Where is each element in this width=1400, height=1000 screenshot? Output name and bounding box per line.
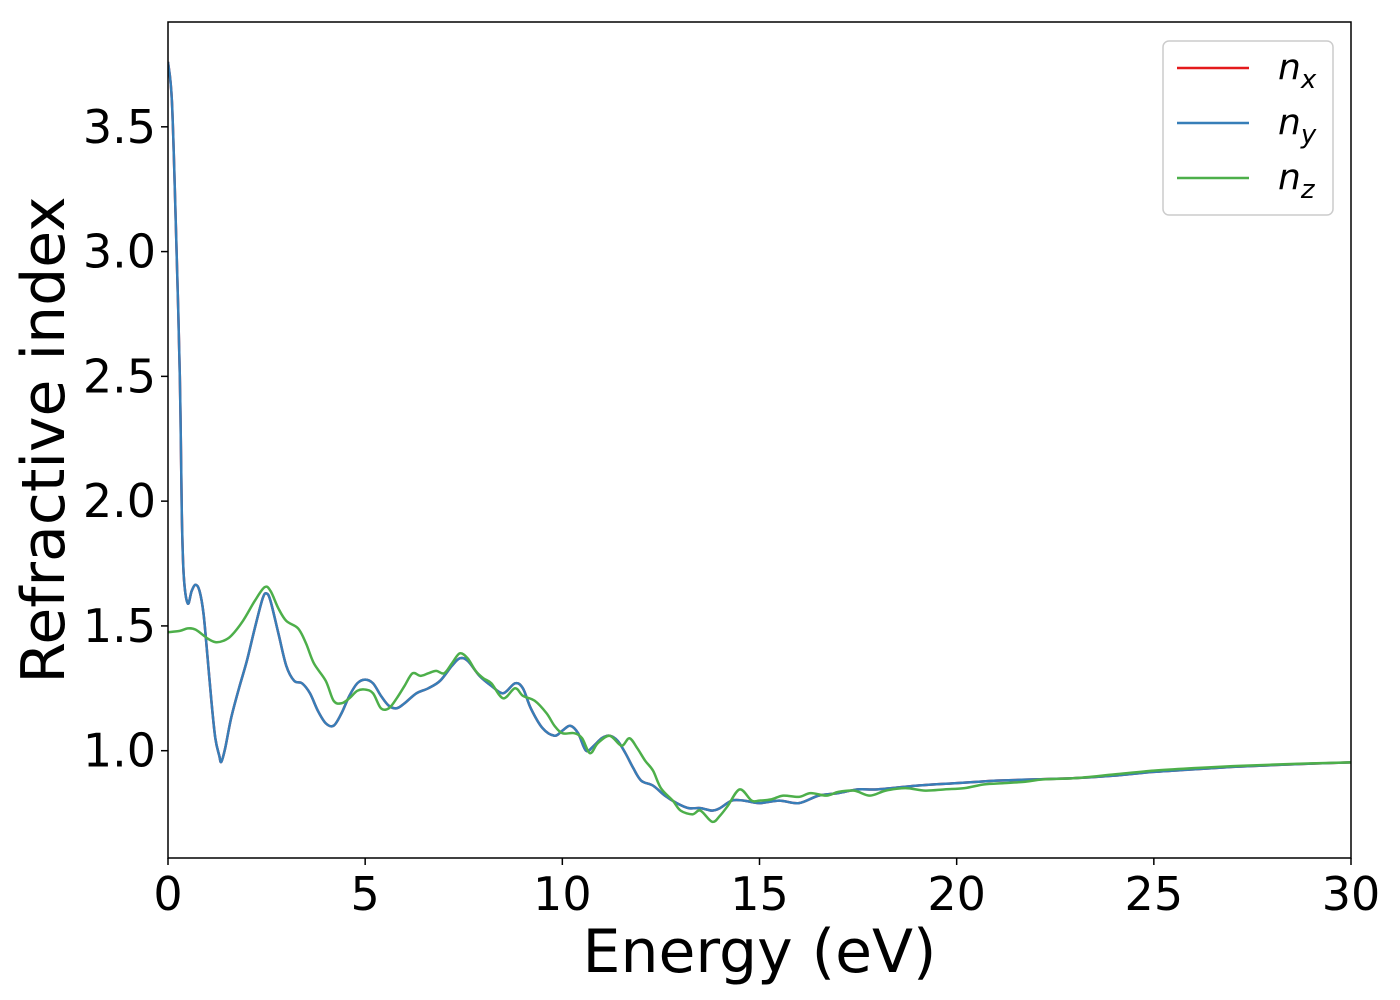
y-tick-label: 2.0 (83, 474, 156, 528)
x-tick-label: 25 (1125, 867, 1184, 921)
legend-label-nz: nz (1278, 157, 1316, 205)
x-axis-ticks: 0 5 10 15 20 25 30 (153, 858, 1380, 921)
y-tick-label: 3.5 (83, 100, 156, 154)
legend-label-ny: ny (1278, 102, 1317, 150)
y-tick-label: 1.5 (83, 599, 156, 653)
legend-label-subscript: y (1300, 120, 1317, 150)
y-axis-ticks: 1.0 1.5 2.0 2.5 3.0 3.5 (83, 100, 168, 778)
series-line-nz (168, 585, 1351, 824)
legend-label-subscript: x (1300, 65, 1317, 95)
legend-label-subscript: z (1300, 175, 1316, 205)
legend-label-nx: nx (1278, 47, 1317, 95)
y-axis-label: Refractive index (9, 196, 79, 683)
x-tick-label: 10 (533, 867, 592, 921)
x-tick-label: 5 (351, 867, 380, 921)
legend-label-base: n (1278, 157, 1301, 198)
y-tick-label: 2.5 (83, 349, 156, 403)
x-tick-label: 0 (153, 867, 182, 921)
y-tick-label: 3.0 (83, 225, 156, 279)
x-tick-label: 15 (730, 867, 789, 921)
legend-box (1162, 40, 1334, 216)
y-tick-label: 1.0 (83, 724, 156, 778)
x-axis-label: Energy (eV) (583, 917, 937, 987)
legend-label-base: n (1278, 102, 1301, 143)
legend-label-base: n (1278, 47, 1301, 88)
x-tick-label: 20 (927, 867, 986, 921)
series-layer (168, 61, 1351, 824)
x-tick-label: 30 (1322, 867, 1381, 921)
